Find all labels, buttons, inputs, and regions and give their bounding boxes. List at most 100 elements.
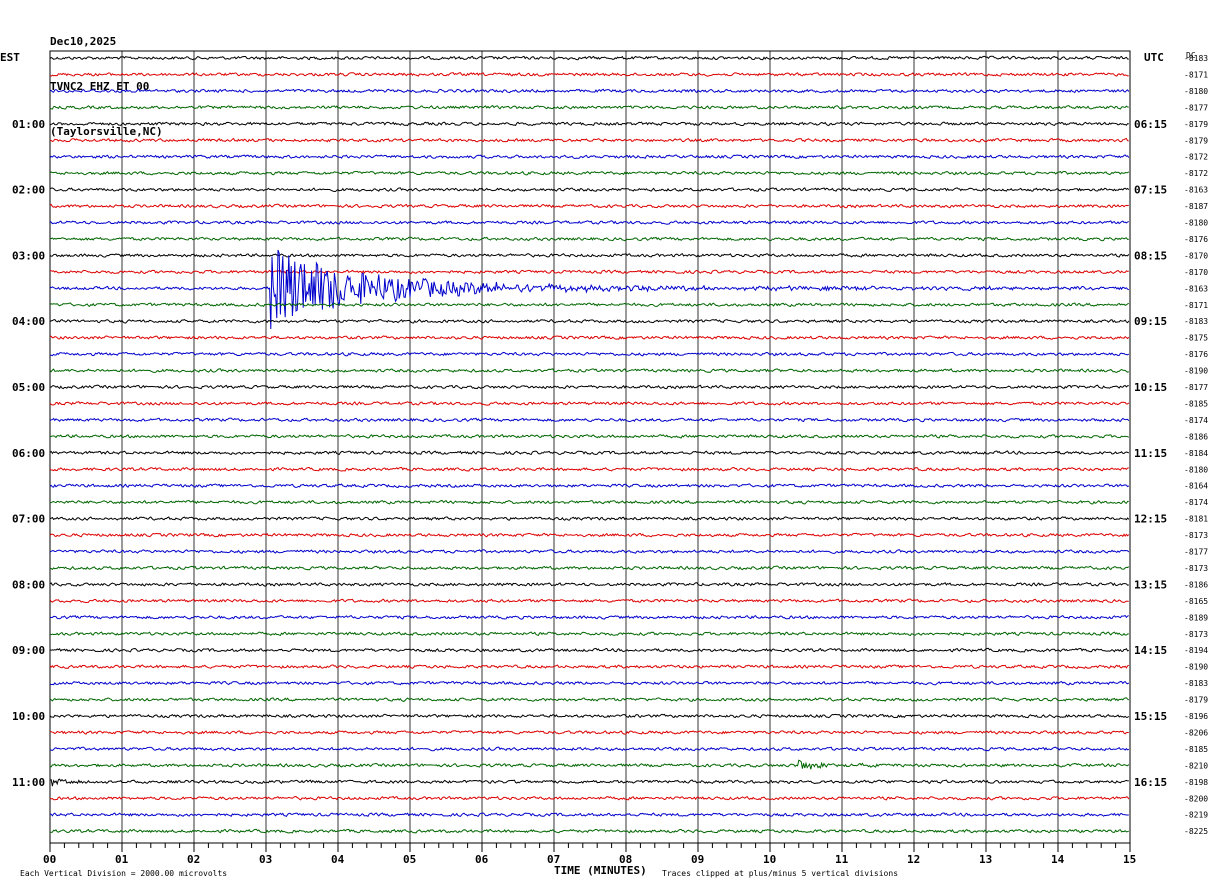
utc-hour-label: 08:15 bbox=[1134, 249, 1167, 262]
dc-offset-label: -8172 bbox=[1184, 153, 1208, 162]
trace-row bbox=[49, 466, 1129, 472]
trace-row bbox=[49, 549, 1130, 554]
trace-row bbox=[49, 746, 1130, 752]
est-hour-label: 04:00 bbox=[12, 315, 45, 328]
dc-offset-label: -8186 bbox=[1184, 432, 1208, 441]
x-tick-label: 12 bbox=[907, 853, 920, 866]
est-hour-label: 06:00 bbox=[12, 447, 45, 460]
est-hour-label: 07:00 bbox=[12, 513, 45, 526]
est-hour-label: 11:00 bbox=[12, 776, 45, 789]
trace-row bbox=[49, 302, 1130, 308]
trace-row bbox=[49, 351, 1130, 357]
dc-offset-label: -8190 bbox=[1184, 367, 1208, 376]
x-tick-label: 11 bbox=[835, 853, 849, 866]
dc-offset-label: -8163 bbox=[1184, 284, 1208, 293]
dc-offset-label: -8189 bbox=[1184, 613, 1208, 622]
est-hour-label: 08:00 bbox=[12, 578, 45, 591]
dc-offset-label: -8170 bbox=[1184, 268, 1208, 277]
dc-offset-label: -8163 bbox=[1184, 186, 1208, 195]
trace-row bbox=[49, 187, 1130, 192]
dc-offset-label: -8186 bbox=[1184, 580, 1208, 589]
x-tick-label: 04 bbox=[331, 853, 345, 866]
trace-row bbox=[49, 565, 1130, 571]
dc-offset-label: -8210 bbox=[1184, 761, 1208, 770]
trace-row bbox=[49, 499, 1129, 505]
trace-row bbox=[49, 730, 1129, 735]
header-date: Dec10,2025 bbox=[50, 35, 117, 48]
trace-group bbox=[49, 55, 1130, 834]
trace-row bbox=[49, 368, 1130, 373]
utc-hour-label: 13:15 bbox=[1134, 578, 1167, 591]
utc-hour-label: 06:15 bbox=[1134, 118, 1167, 131]
trace-row bbox=[49, 647, 1130, 653]
dc-offset-label: -8165 bbox=[1184, 597, 1208, 606]
trace-row bbox=[49, 713, 1130, 719]
dc-offset-label: -8184 bbox=[1184, 449, 1208, 458]
dc-offset-label: -8206 bbox=[1184, 728, 1208, 737]
trace-row bbox=[49, 582, 1129, 587]
trace-row bbox=[49, 401, 1130, 406]
trace-row bbox=[49, 269, 1129, 275]
dc-offset-label: -8173 bbox=[1184, 564, 1208, 573]
trace-row bbox=[49, 154, 1130, 160]
trace-row bbox=[49, 450, 1129, 456]
trace-row bbox=[49, 417, 1130, 423]
trace-row bbox=[49, 384, 1129, 390]
dc-offset-label: -8183 bbox=[1184, 54, 1208, 63]
est-hour-label: 02:00 bbox=[12, 184, 45, 197]
dc-offset-label: -8177 bbox=[1184, 103, 1208, 112]
footer-clip-note: Traces clipped at plus/minus 5 vertical … bbox=[662, 869, 898, 878]
x-tick-label: 08 bbox=[619, 853, 632, 866]
dc-offset-label: -8173 bbox=[1184, 531, 1208, 540]
x-tick-label: 09 bbox=[691, 853, 704, 866]
dc-offset-label: -8185 bbox=[1184, 399, 1208, 408]
est-hour-label: 09:00 bbox=[12, 644, 45, 657]
dc-offset-label: -8219 bbox=[1184, 811, 1208, 820]
dc-offset-label: -8177 bbox=[1184, 548, 1208, 557]
trace-row bbox=[49, 249, 1129, 329]
trace-row bbox=[49, 55, 1129, 61]
dc-offset-label: -8190 bbox=[1184, 663, 1208, 672]
dc-offset-label: -8181 bbox=[1184, 515, 1208, 524]
trace-row bbox=[49, 812, 1129, 817]
trace-row bbox=[49, 795, 1130, 801]
dc-offset-label: -8172 bbox=[1184, 169, 1208, 178]
header-location: (Taylorsville,NC) bbox=[50, 125, 163, 138]
dc-offset-label: -8179 bbox=[1184, 696, 1208, 705]
dc-offset-label: -8164 bbox=[1184, 482, 1208, 491]
trace-row bbox=[49, 598, 1129, 604]
dc-offset-label: -8171 bbox=[1184, 70, 1208, 79]
dc-label: DC bbox=[1186, 51, 1196, 60]
utc-hour-label: 07:15 bbox=[1134, 184, 1167, 197]
dc-offset-label: -8194 bbox=[1184, 646, 1208, 655]
dc-offset-label: -8183 bbox=[1184, 317, 1208, 326]
trace-row bbox=[49, 88, 1130, 94]
x-tick-label: 02 bbox=[187, 853, 200, 866]
dc-offset-label: -8173 bbox=[1184, 630, 1208, 639]
trace-row bbox=[49, 318, 1130, 324]
dc-offset-label: -8171 bbox=[1184, 301, 1208, 310]
row-label-group: -8183 -8171 -8180 -8177 -8179 01:00 06:15 -8179… bbox=[12, 54, 1208, 836]
trace-row bbox=[49, 105, 1129, 110]
trace-row bbox=[49, 680, 1130, 686]
trace-row bbox=[49, 220, 1129, 225]
dc-offset-label: -8200 bbox=[1184, 794, 1208, 803]
dc-offset-label: -8179 bbox=[1184, 136, 1208, 145]
trace-row bbox=[49, 759, 1130, 770]
dc-offset-label: -8170 bbox=[1184, 251, 1208, 260]
trace-row bbox=[49, 631, 1129, 637]
plot-frame bbox=[49, 50, 1131, 844]
x-tick-group: 00 01 02 03 04 05 06 07 08 09 10 11 12 13 14 15 bbox=[43, 843, 1136, 866]
dc-offset-label: -8174 bbox=[1184, 416, 1208, 425]
dc-offset-label: -8179 bbox=[1184, 120, 1208, 129]
trace-row bbox=[49, 664, 1129, 670]
est-hour-label: 10:00 bbox=[12, 710, 45, 723]
trace-row bbox=[49, 253, 1130, 258]
trace-row bbox=[49, 72, 1129, 77]
trace-row bbox=[49, 203, 1129, 209]
est-hour-label: 03:00 bbox=[12, 249, 45, 262]
utc-hour-label: 16:15 bbox=[1134, 776, 1167, 789]
trace-row bbox=[49, 614, 1129, 620]
trace-row bbox=[49, 828, 1129, 834]
